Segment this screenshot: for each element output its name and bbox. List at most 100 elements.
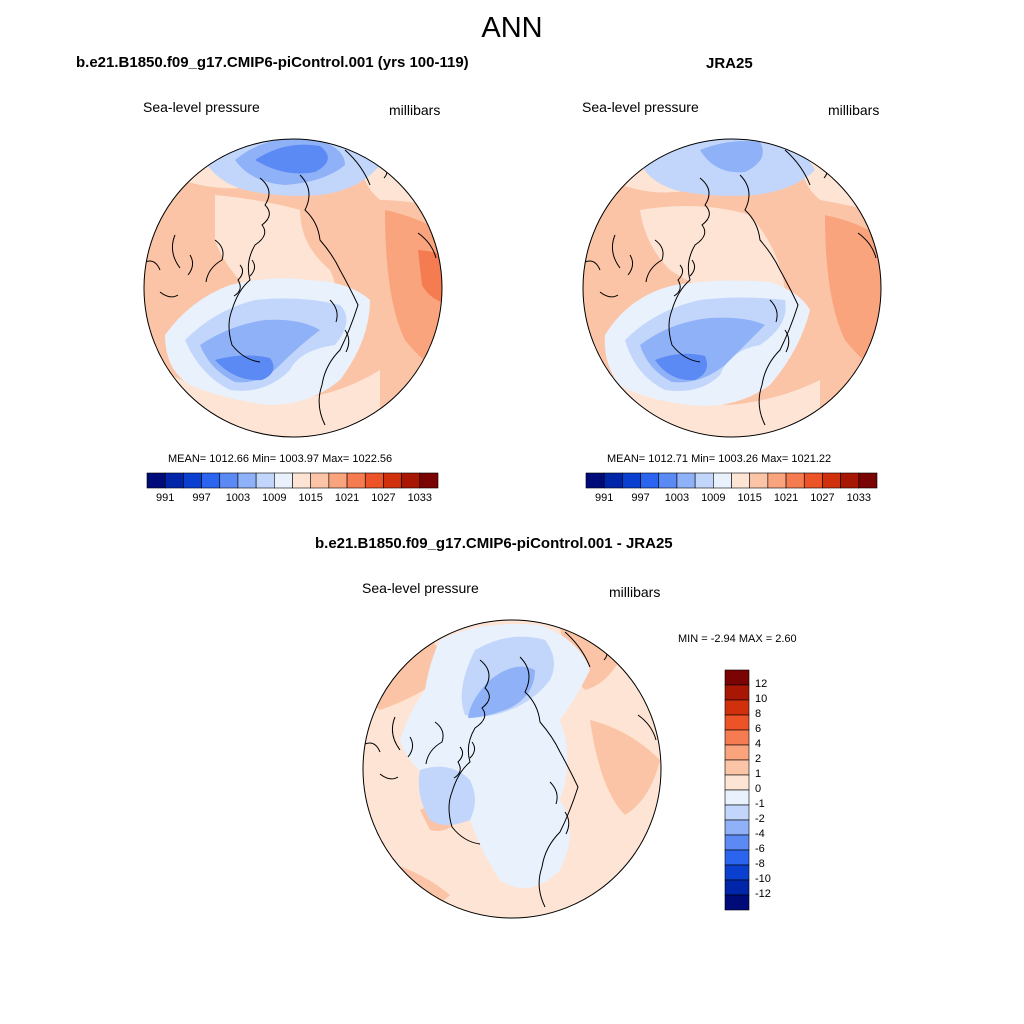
panel-3-colorbar [724,669,750,911]
colorbar-tick-label: 6 [755,723,762,735]
colorbar-swatch [146,472,166,489]
colorbar-swatch [603,472,623,489]
colorbar-tick-label: 1003 [225,492,251,504]
colorbar-swatch [183,472,202,489]
colorbar-swatch [724,864,750,881]
colorbar-swatch [164,472,184,489]
colorbar-tick-label: 997 [631,492,650,504]
colorbar-tick-label: 1009 [262,492,287,504]
colorbar-swatch [822,472,841,489]
panel-1-map-border [143,138,443,438]
colorbar-swatch [676,472,696,489]
colorbar-swatch [724,894,750,911]
colorbar-swatch [201,472,221,489]
colorbar-swatch [622,472,641,489]
panel-3-coastlines [364,631,657,908]
colorbar-swatch [713,472,732,489]
colorbar-tick-label: 4 [755,738,762,750]
colorbar-swatch [346,472,366,489]
panel-3-units-label: millibars [609,584,661,600]
panel-2-colorbar [585,472,878,489]
colorbar-tick-label: 997 [192,492,211,504]
panel-2-stats: MEAN= 1012.71 Min= 1003.26 Max= 1021.22 [607,453,832,465]
colorbar-swatch [724,804,750,821]
colorbar-tick-label: 1009 [701,492,726,504]
colorbar-swatch [724,789,750,806]
panel-2-map [583,139,881,437]
panel-1-units-label: millibars [389,102,441,118]
colorbar-swatch [803,472,823,489]
colorbar-swatch [724,699,750,716]
colorbar-swatch [724,834,750,851]
colorbar-tick-label: 8 [755,708,762,720]
colorbar-tick-label: -4 [755,828,765,840]
colorbar-swatch [749,472,769,489]
panel-3-map [363,620,661,918]
colorbar-tick-label: -6 [755,843,765,855]
colorbar-swatch [724,684,750,701]
colorbar-swatch [274,472,293,489]
colorbar-tick-label: 1033 [846,492,872,504]
panel-2-map-border [582,138,882,438]
colorbar-swatch [219,472,239,489]
panel-2-title: JRA25 [706,55,753,72]
colorbar-swatch [767,472,787,489]
colorbar-swatch [724,729,750,746]
colorbar-tick-label: -8 [755,858,765,870]
panel-1-coastlines [144,149,437,426]
colorbar-swatch [310,472,330,489]
colorbar-swatch [401,472,421,489]
colorbar-swatch [731,472,750,489]
colorbar-tick-label: 1 [755,768,762,780]
figure-title: ANN [481,12,543,44]
colorbar-tick-label: 1027 [810,492,835,504]
colorbar-tick-label: 991 [156,492,175,504]
panel-1-stats: MEAN= 1012.66 Min= 1003.97 Max= 1022.56 [168,453,393,465]
panel-2-variable-label: Sea-level pressure [582,99,699,115]
colorbar-tick-label: 1033 [407,492,433,504]
colorbar-tick-label: 1021 [334,492,360,504]
colorbar-swatch [724,759,750,776]
colorbar-tick-label: -12 [755,888,771,900]
colorbar-swatch [658,472,678,489]
colorbar-swatch [785,472,805,489]
colorbar-swatch [419,472,439,489]
colorbar-swatch [724,879,750,896]
colorbar-tick-label: 12 [755,678,768,690]
colorbar-swatch [724,819,750,836]
colorbar-tick-label: 1003 [664,492,690,504]
panel-1-colorbar [146,472,439,489]
panel-3-variable-label: Sea-level pressure [362,580,479,596]
colorbar-swatch [292,472,311,489]
colorbar-tick-label: 1027 [371,492,396,504]
colorbar-swatch [724,849,750,866]
colorbar-tick-label: -1 [755,798,765,810]
colorbar-swatch [255,472,275,489]
colorbar-swatch [724,774,750,791]
colorbar-tick-label: 0 [755,783,762,795]
panel-3-map-border [362,619,662,919]
colorbar-swatch [858,472,878,489]
colorbar-swatch [724,669,750,686]
panel-2-coastlines [584,149,877,426]
panel-1-map [144,139,442,437]
panel-3-title: b.e21.B1850.f09_g17.CMIP6-piControl.001 … [315,535,673,552]
colorbar-swatch [364,472,384,489]
colorbar-tick-label: 1015 [298,492,323,504]
colorbar-swatch [840,472,860,489]
colorbar-swatch [383,472,402,489]
panel-1-title: b.e21.B1850.f09_g17.CMIP6-piControl.001 … [76,54,469,71]
colorbar-tick-label: 1021 [773,492,799,504]
colorbar-tick-label: -2 [755,813,765,825]
panel-3-stats: MIN = -2.94 MAX = 2.60 [678,633,797,645]
colorbar-tick-label: 1015 [737,492,762,504]
panel-1-variable-label: Sea-level pressure [143,99,260,115]
colorbar-swatch [640,472,660,489]
colorbar-tick-label: 2 [755,753,762,765]
colorbar-swatch [724,714,750,731]
colorbar-tick-label: 10 [755,693,768,705]
panel-2-units-label: millibars [828,102,880,118]
colorbar-swatch [585,472,605,489]
colorbar-swatch [724,744,750,761]
